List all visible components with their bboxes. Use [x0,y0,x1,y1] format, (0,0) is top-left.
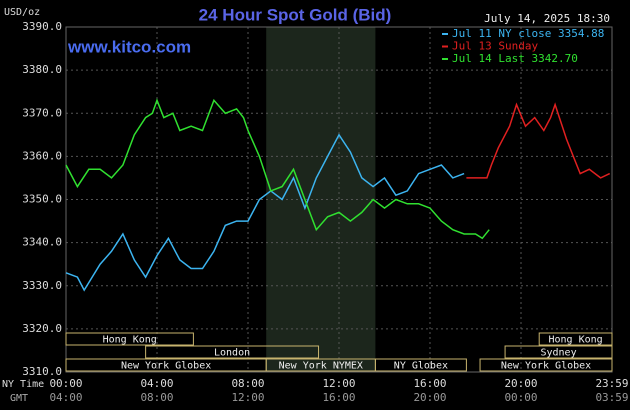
x2-tick-label: 03:59 [595,391,628,404]
y-tick-label: 3390.0 [22,20,62,33]
session-label: New York Globex [501,361,591,372]
series-line [466,102,611,179]
session-label: Sydney [540,348,576,359]
series-line [65,133,465,292]
legend-label: Jul 11 NY close 3354.88 [452,27,604,40]
series-line [65,98,490,240]
y-tick-label: 3310.0 [22,365,62,378]
x2-tick-label: 00:00 [504,391,537,404]
x-tick-label: 16:00 [413,377,446,390]
session-box [145,345,320,359]
x-tick-label: 08:00 [231,377,264,390]
x-tick-label: 12:00 [322,377,355,390]
session-label: London [214,348,250,359]
session-box [479,358,613,372]
website: www.kitco.com [67,37,191,56]
y-tick-label: 3360.0 [22,149,62,162]
y-tick-label: 3340.0 [22,236,62,249]
x2-axis-name: GMT [10,393,28,404]
x-axis-name: NY Time [2,379,44,390]
x-tick-label: 04:00 [140,377,173,390]
y-unit: USD/oz [4,7,40,18]
timestamp: July 14, 2025 18:30 [484,12,610,25]
session-box [65,332,194,346]
x2-tick-label: 12:00 [231,391,264,404]
session-label: NY Globex [394,361,448,372]
legend-label: Jul 14 Last 3342.70 [452,52,578,65]
session-label: Hong Kong [103,335,157,346]
y-tick-label: 3350.0 [22,193,62,206]
x-tick-label: 20:00 [504,377,537,390]
y-tick-label: 3370.0 [22,106,62,119]
legend-label: Jul 13 Sunday [452,40,538,53]
session-label: Hong Kong [549,335,603,346]
x-tick-label: 23:59 [595,377,628,390]
chart-title: 24 Hour Spot Gold (Bid) [199,5,392,24]
y-tick-label: 3320.0 [22,322,62,335]
x2-tick-label: 20:00 [413,391,446,404]
x2-tick-label: 04:00 [49,391,82,404]
session-label: New York Globex [121,361,211,372]
session-label: New York NYMEX [279,361,363,372]
session-box [538,332,613,346]
plot-frame [65,26,613,373]
session-box [374,358,467,372]
session-box [504,345,613,359]
y-tick-label: 3330.0 [22,279,62,292]
y-tick-label: 3380.0 [22,63,62,76]
x-tick-label: 00:00 [49,377,82,390]
x2-tick-label: 08:00 [140,391,173,404]
x2-tick-label: 16:00 [322,391,355,404]
